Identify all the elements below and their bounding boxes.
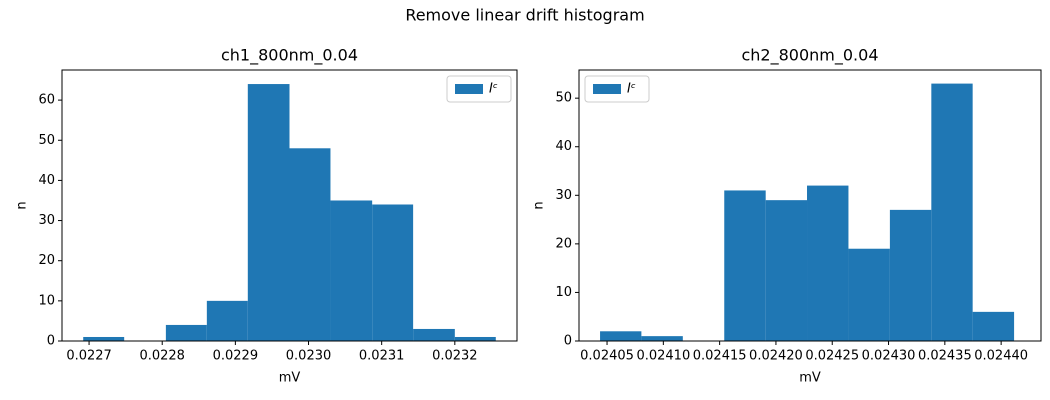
hist-bar bbox=[724, 190, 766, 341]
x-tick-label: 0.02440 bbox=[974, 349, 1028, 364]
hist-bar bbox=[848, 248, 890, 341]
axes-title: ch2_800nm_0.04 bbox=[741, 46, 878, 66]
y-tick-label: 50 bbox=[38, 133, 55, 148]
x-tick-label: 0.02415 bbox=[693, 349, 747, 364]
y-axis-label: n bbox=[532, 201, 547, 209]
legend-label: Iᶜ bbox=[489, 82, 498, 97]
axes-frame bbox=[578, 69, 1042, 342]
y-tick-label: 0 bbox=[564, 334, 572, 349]
hist-bar bbox=[600, 331, 642, 341]
x-axis-label: mV bbox=[799, 371, 821, 386]
y-axis-label: n bbox=[15, 201, 30, 209]
hist-bar bbox=[641, 336, 683, 341]
x-tick-label: 0.0232 bbox=[432, 349, 478, 364]
x-tick-label: 0.0230 bbox=[286, 349, 332, 364]
x-tick-label: 0.02420 bbox=[749, 349, 803, 364]
x-tick-label: 0.02430 bbox=[862, 349, 916, 364]
hist-bar bbox=[247, 84, 290, 341]
legend-swatch bbox=[455, 84, 483, 94]
axes-frame bbox=[61, 69, 518, 342]
y-tick-label: 10 bbox=[555, 285, 572, 300]
y-tick-label: 50 bbox=[555, 91, 572, 106]
hist-bar bbox=[83, 336, 125, 341]
x-tick-label: 0.02425 bbox=[805, 349, 859, 364]
y-tick-label: 40 bbox=[555, 139, 572, 154]
y-tick-label: 10 bbox=[38, 293, 55, 308]
x-tick-label: 0.0229 bbox=[213, 349, 259, 364]
y-tick-label: 30 bbox=[38, 213, 55, 228]
hist-bar bbox=[807, 185, 849, 341]
hist-bar bbox=[289, 148, 331, 341]
x-tick-label: 0.02435 bbox=[918, 349, 972, 364]
axes-title: ch1_800nm_0.04 bbox=[221, 46, 358, 66]
x-axis-label: mV bbox=[279, 371, 301, 386]
hist-bar bbox=[931, 83, 973, 341]
x-tick-label: 0.0228 bbox=[139, 349, 185, 364]
hist-bar bbox=[454, 336, 496, 341]
y-tick-label: 60 bbox=[38, 93, 55, 108]
hist-bar bbox=[165, 324, 207, 341]
y-tick-label: 20 bbox=[38, 253, 55, 268]
legend-label: Iᶜ bbox=[627, 82, 636, 97]
hist-bar bbox=[972, 311, 1015, 341]
hist-bar bbox=[372, 204, 414, 341]
hist-bar bbox=[889, 209, 932, 341]
x-tick-label: 0.0231 bbox=[359, 349, 405, 364]
y-tick-label: 30 bbox=[555, 188, 572, 203]
y-tick-label: 20 bbox=[555, 236, 572, 251]
y-tick-label: 40 bbox=[38, 173, 55, 188]
x-tick-label: 0.0227 bbox=[66, 349, 112, 364]
hist-bar bbox=[413, 328, 455, 341]
hist-bar bbox=[765, 200, 808, 341]
hist-bar bbox=[206, 300, 248, 341]
y-tick-label: 0 bbox=[47, 334, 55, 349]
x-tick-label: 0.02405 bbox=[580, 349, 634, 364]
hist-bar bbox=[330, 200, 373, 341]
figure-title: Remove linear drift histogram bbox=[405, 6, 644, 25]
x-tick-label: 0.02410 bbox=[636, 349, 690, 364]
legend-swatch bbox=[593, 84, 621, 94]
